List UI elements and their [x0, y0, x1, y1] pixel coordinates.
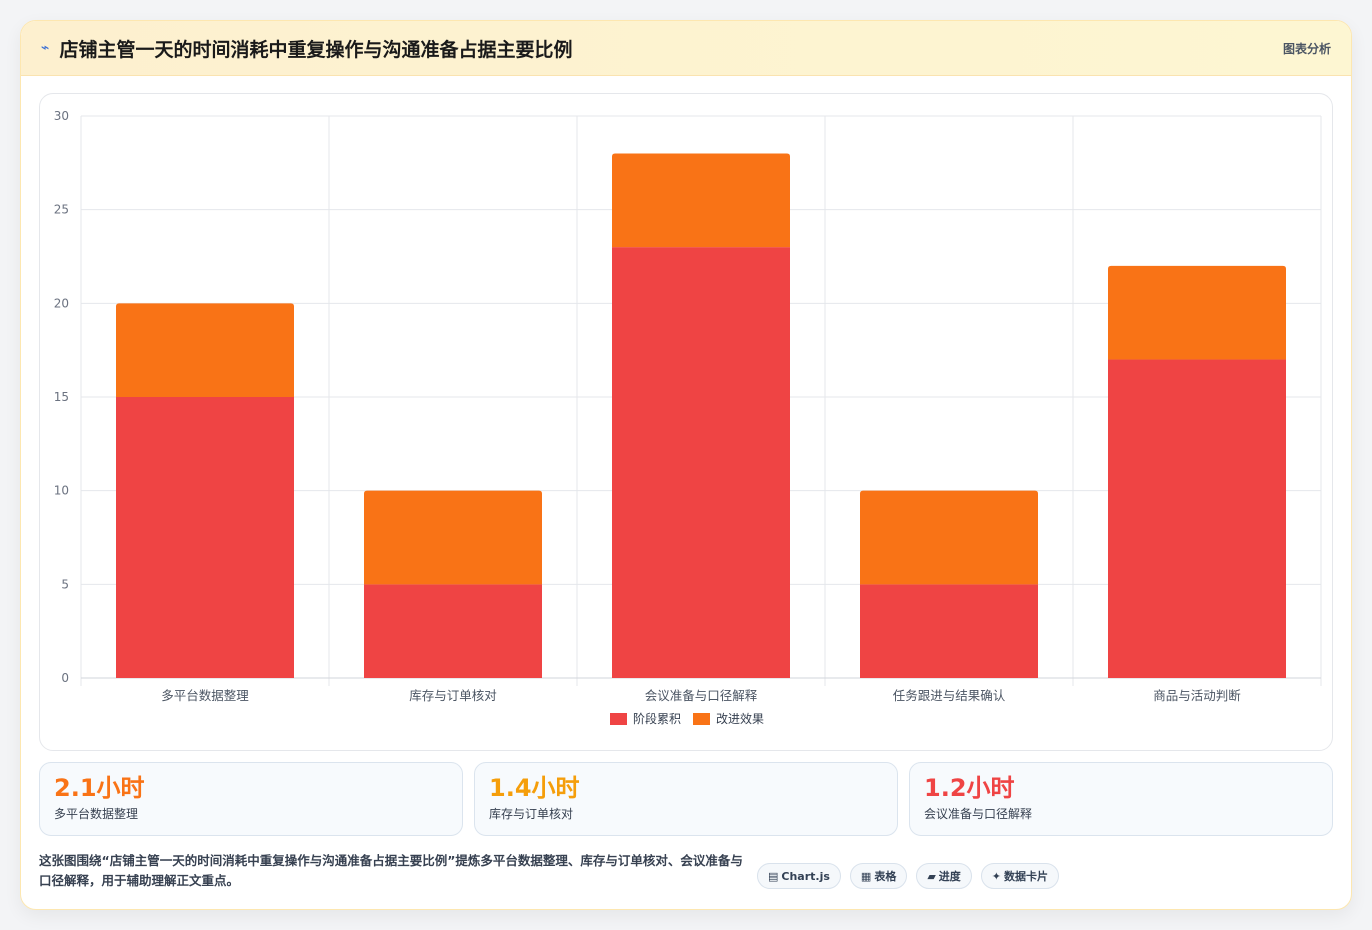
bar-segment	[612, 247, 790, 678]
stat-label: 多平台数据整理	[54, 807, 139, 821]
stat-value: 1.4小时	[489, 774, 580, 802]
chart-icon: ▤	[768, 869, 779, 883]
x-tick-label: 库存与订单核对	[409, 688, 497, 703]
y-tick-label: 5	[61, 577, 69, 591]
x-tick-label: 多平台数据整理	[161, 688, 249, 703]
bar-segment	[612, 153, 790, 248]
stat-card: 1.2小时 会议准备与口径解释	[909, 762, 1333, 836]
y-tick-label: 15	[54, 390, 69, 404]
card-header: ⌁ 店铺主管一天的时间消耗中重复操作与沟通准备占据主要比例 图表分析	[21, 21, 1351, 76]
legend-swatch	[610, 713, 627, 725]
chip-chartjs[interactable]: ▤ Chart.js	[757, 863, 841, 889]
stat-value: 2.1小时	[54, 774, 145, 802]
footer-description: 这张图围绕“店铺主管一天的时间消耗中重复操作与沟通准备占据主要比例”提炼多平台数…	[39, 853, 743, 888]
sparkle-icon: ✦	[991, 869, 1002, 883]
chip-label: 数据卡片	[1004, 870, 1049, 883]
stat-label: 会议准备与口径解释	[924, 807, 1033, 821]
bar-segment	[364, 490, 542, 585]
stat-cards: 2.1小时 多平台数据整理 1.4小时 库存与订单核对 1.2小时 会议准备与口…	[39, 762, 1333, 836]
x-tick-label: 会议准备与口径解释	[645, 688, 758, 703]
bar-segment	[116, 397, 294, 678]
y-tick-label: 30	[54, 109, 69, 123]
table-icon: ▦	[860, 869, 872, 883]
chip-label: 进度	[938, 870, 961, 883]
bar-segment	[364, 584, 542, 678]
chip-label: Chart.js	[781, 869, 830, 883]
stat-card: 2.1小时 多平台数据整理	[39, 762, 463, 836]
title-wrap: ⌁ 店铺主管一天的时间消耗中重复操作与沟通准备占据主要比例	[41, 35, 572, 62]
page-title: 店铺主管一天的时间消耗中重复操作与沟通准备占据主要比例	[59, 38, 573, 61]
stat-card: 1.4小时 库存与订单核对	[474, 762, 898, 836]
chip-list: ▤ Chart.js ▦ 表格 ▰ 进度 ✦ 数据卡片	[757, 863, 1060, 889]
legend-label: 阶段累积	[633, 711, 681, 726]
chip-table[interactable]: ▦ 表格	[849, 863, 908, 889]
bar-segment	[860, 584, 1038, 678]
x-tick-label: 商品与活动判断	[1153, 688, 1241, 703]
legend-label: 改进效果	[716, 711, 764, 726]
y-tick-label: 25	[54, 203, 69, 217]
x-tick-label: 任务跟进与结果确认	[893, 688, 1006, 703]
y-tick-label: 10	[54, 484, 69, 498]
bar-segment	[860, 490, 1038, 585]
bar-segment	[1108, 265, 1286, 360]
chart-icon: ⌁	[41, 40, 50, 56]
stat-label: 库存与订单核对	[489, 807, 574, 821]
stat-value: 1.2小时	[924, 774, 1015, 802]
legend-swatch	[693, 713, 710, 725]
bar-segment	[1108, 359, 1286, 678]
bar-segment	[116, 303, 294, 397]
chart-card: ⌁ 店铺主管一天的时间消耗中重复操作与沟通准备占据主要比例 图表分析 0 5 10 1…	[20, 20, 1352, 910]
chart-container: 0 5 10 15 20 25 30 多平台数据整理 库存与订单核对 会议准备与口径解释 任务跟进与…	[39, 93, 1333, 751]
chip-label: 表格	[874, 870, 897, 883]
bar-chart: 0 5 10 15 20 25 30 多平台数据整理 库存与订单核对 会议准备与口径解释 任务跟进与…	[54, 109, 1322, 726]
progress-icon: ▰	[927, 869, 936, 883]
chip-progress[interactable]: ▰ 进度	[916, 863, 972, 889]
header-tag: 图表分析	[1282, 41, 1331, 56]
y-tick-label: 0	[61, 671, 69, 685]
chip-data-card[interactable]: ✦ 数据卡片	[980, 863, 1060, 889]
y-tick-label: 20	[54, 296, 69, 310]
